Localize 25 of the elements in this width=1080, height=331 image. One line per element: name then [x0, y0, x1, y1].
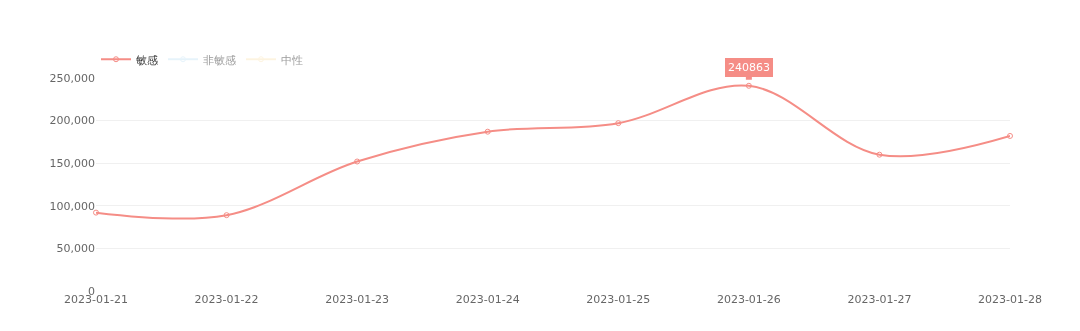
- y-tick-label: 100,000: [49, 199, 95, 213]
- legend-label: 非敏感: [203, 53, 236, 67]
- y-tick-label: 150,000: [49, 157, 95, 171]
- legend-label: 中性: [281, 53, 303, 67]
- x-tick-label: 2023-01-24: [455, 293, 520, 306]
- x-tick-label: 2023-01-23: [325, 293, 390, 306]
- point: [93, 209, 99, 216]
- y-tick-label: 200,000: [49, 114, 95, 128]
- point: [223, 212, 230, 219]
- x-tick-label: 2023-01-28: [978, 293, 1042, 306]
- legend-label: 敏感: [136, 53, 158, 67]
- y-tick-label: 50,000: [56, 242, 95, 256]
- y-tick-label: 250,000: [49, 71, 95, 85]
- point: [876, 151, 883, 158]
- x-tick-label: 2023-01-27: [847, 293, 912, 306]
- point: [745, 82, 752, 89]
- point: [615, 120, 622, 127]
- annotation: 240863: [728, 61, 770, 74]
- x-tick-label: 2023-01-26: [716, 293, 781, 306]
- point: [484, 128, 491, 135]
- point: [1007, 132, 1013, 139]
- line-series: [93, 82, 1013, 220]
- x-tick-label: 2023-01-22: [194, 293, 259, 306]
- point: [354, 158, 361, 165]
- x-tick-label: 2023-01-25: [586, 293, 651, 306]
